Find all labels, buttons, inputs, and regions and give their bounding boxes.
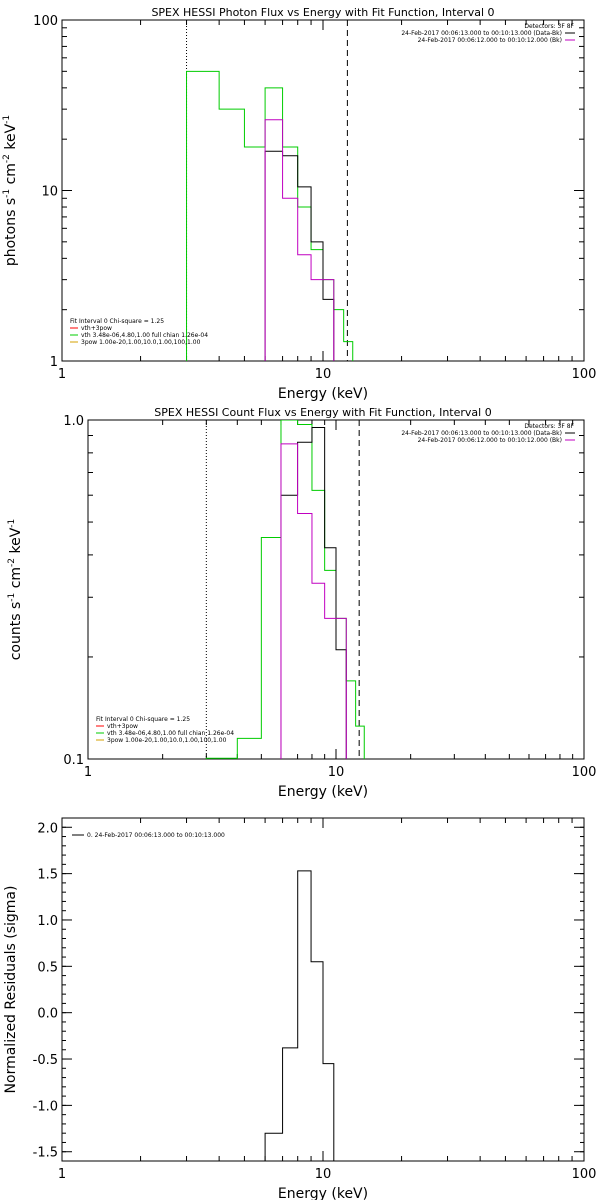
histogram-series-1: [205, 420, 365, 759]
chart-title: SPEX HESSI Photon Flux vs Energy with Fi…: [151, 6, 494, 19]
histogram-series-2: [264, 150, 335, 361]
legend-entry: 24-Feb-2017 00:06:13.000 to 00:10:13.000…: [401, 430, 562, 437]
legend-left-top: 0. 24-Feb-2017 00:06:13.000 to 00:10:13.…: [72, 832, 225, 839]
y-tick-label: 1: [50, 355, 58, 370]
y-axis-label: photons s-1 cm-2 keV-1: [2, 115, 19, 266]
x-tick-label: 10: [315, 1167, 332, 1182]
histogram-series-2: [280, 427, 347, 759]
legend-header: Fit Interval 0 Chi-square = 1.25: [96, 716, 190, 723]
series-group: [205, 420, 365, 759]
y-tick-label: 0.0: [37, 1007, 58, 1022]
panel-3: 1 10 100 -1.5 -1.0 -0.5 0.0 0.5 1.0 1.5 2.0 Energy …: [3, 817, 597, 1200]
y-label-part: cm: [3, 163, 19, 189]
histogram-series-3: [264, 119, 335, 361]
y-label-superscript: -1: [7, 593, 17, 602]
x-tick-label: 100: [572, 765, 597, 780]
y-tick-label: -1.0: [33, 1099, 58, 1114]
y-tick-label: 2.0: [37, 821, 58, 836]
y-label-part: cm: [8, 567, 24, 593]
x-axis-label: Energy (keV): [278, 784, 368, 800]
y-label-part: keV: [8, 527, 24, 558]
series-group: [186, 70, 354, 361]
y-axis-label: Normalized Residuals (sigma): [3, 886, 19, 1094]
y-tick-label: 1.5: [37, 868, 58, 883]
legend-header: Fit Interval 0 Chi-square = 1.25: [70, 318, 164, 325]
x-tick-label: 1: [84, 765, 92, 780]
y-label-superscript: -1: [2, 189, 12, 198]
legend-entry: 24-Feb-2017 00:06:13.000 to 00:10:13.000…: [401, 30, 562, 37]
y-ticks: 1 10 100: [33, 14, 584, 370]
y-axis-label: counts s-1 cm-2 keV-1: [7, 519, 24, 661]
x-axis-label: Energy (keV): [278, 1186, 368, 1200]
panel-2: 1 10 100 0.1 1.0 SPEX HESSI Count Flux vs Ene…: [7, 406, 596, 800]
y-label-superscript: -1: [2, 115, 12, 124]
y-label-part: photons s: [3, 198, 19, 266]
y-tick-label: 0.1: [63, 753, 84, 768]
x-ticks: 1 10 100: [58, 20, 597, 382]
panel-1: 1 10 100 1 10 100 SPEX HESSI Photon Flux vs En…: [2, 6, 596, 402]
legend-entry: 0. 24-Feb-2017 00:06:13.000 to 00:10:13.…: [87, 832, 225, 839]
y-tick-label: -1.5: [33, 1146, 58, 1161]
legend-entry: 24-Feb-2017 00:06:12.000 to 00:10:12.000…: [418, 37, 562, 44]
x-tick-label: 1: [58, 1167, 66, 1182]
x-tick-label: 10: [328, 765, 345, 780]
histogram-series-1: [186, 70, 354, 361]
x-ticks: 1 10 100: [58, 818, 597, 1182]
x-tick-label: 100: [572, 367, 597, 382]
y-label-part: counts s: [8, 602, 24, 661]
legend-header: Detectors: 3F 8F: [524, 423, 574, 430]
chart-title: SPEX HESSI Count Flux vs Energy with Fit…: [154, 406, 491, 419]
series-group: [264, 870, 335, 1161]
plot-frame: [61, 19, 585, 362]
y-label-superscript: -1: [7, 519, 17, 528]
y-ticks: -1.5 -1.0 -0.5 0.0 0.5 1.0 1.5 2.0: [33, 817, 584, 1162]
legend-left: Fit Interval 0 Chi-square = 1.25vth+3pow…: [70, 318, 208, 346]
x-ticks: 1 10 100: [84, 420, 597, 780]
y-tick-label: 100: [33, 14, 58, 29]
y-tick-label: 1.0: [37, 914, 58, 929]
legend-left: Fit Interval 0 Chi-square = 1.25vth+3pow…: [96, 716, 234, 744]
legend-entry: vth 3.48e-06,4.80,1.00 full chian 1.26e-…: [107, 730, 234, 737]
histogram-series-3: [280, 443, 347, 759]
legend-entry: 3pow 1.00e-20,1.00,10.0,1.00,100,1.00: [81, 339, 201, 346]
y-tick-label: -0.5: [33, 1053, 58, 1068]
y-label-superscript: -2: [2, 154, 12, 163]
histogram-series-1: [264, 870, 335, 1161]
x-tick-label: 10: [315, 367, 332, 382]
y-tick-label: 0.5: [37, 960, 58, 975]
y-tick-label: 10: [41, 185, 58, 200]
y-label-superscript: -2: [7, 558, 17, 567]
legend-entry: vth+3pow: [107, 723, 138, 730]
legend-entry: vth+3pow: [81, 325, 112, 332]
legend-entry: vth 3.48e-06,4.80,1.00 full chian 1.26e-…: [81, 332, 208, 339]
legend-entry: 24-Feb-2017 00:06:12.000 to 00:10:12.000…: [418, 437, 562, 444]
y-ticks: 0.1 1.0: [63, 414, 584, 768]
y-tick-label: 1.0: [63, 414, 84, 429]
x-tick-label: 1: [58, 367, 66, 382]
x-tick-label: 100: [572, 1167, 597, 1182]
legend-header: Detectors: 3F 8F: [524, 23, 574, 30]
legend-entry: 3pow 1.00e-20,1.00,10.0,1.00,100,1.00: [107, 737, 227, 744]
x-axis-label: Energy (keV): [278, 386, 368, 402]
y-label-part: keV: [3, 123, 19, 154]
